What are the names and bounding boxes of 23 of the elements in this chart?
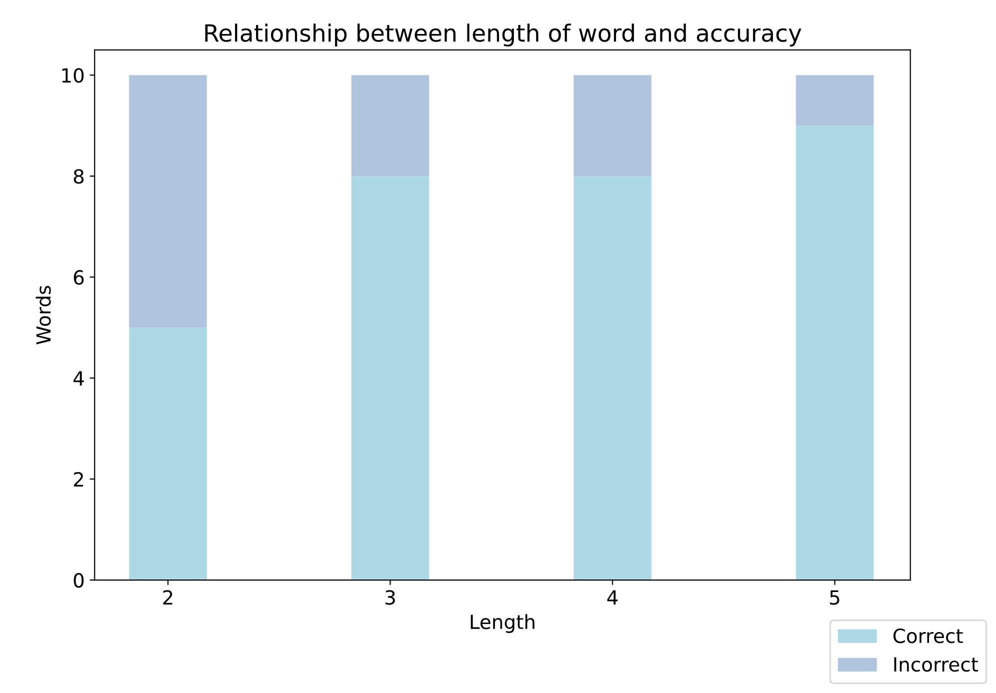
bar — [351, 176, 430, 580]
bar — [129, 328, 207, 580]
x-tick-label: 2 — [163, 590, 172, 605]
legend-label: Correct — [893, 628, 963, 644]
bar — [574, 176, 652, 580]
bar — [796, 75, 874, 126]
y-tick-label: 8 — [74, 169, 84, 184]
x-tick-label: 5 — [830, 590, 840, 605]
bar — [351, 75, 430, 176]
y-tick-label: 10 — [62, 68, 84, 83]
y-tick-label: 2 — [74, 472, 83, 486]
bar — [129, 75, 207, 328]
chart-title: Relationship between length of word and accuracy — [205, 24, 802, 46]
legend-label: Incorrect — [894, 657, 978, 672]
bar — [796, 126, 874, 580]
y-tick-label: 0 — [74, 572, 84, 588]
x-tick-label: 4 — [607, 590, 618, 605]
x-tick-label: 3 — [386, 590, 395, 605]
y-tick-label: 6 — [74, 270, 84, 285]
x-axis-title: Length — [470, 614, 534, 633]
bar — [574, 75, 652, 176]
y-axis-title: Words — [36, 286, 51, 344]
y-tick-label: 4 — [73, 371, 84, 386]
